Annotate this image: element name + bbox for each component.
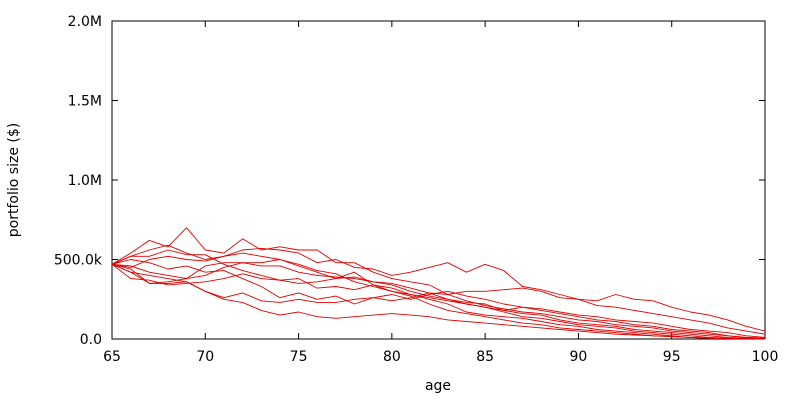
series-line-6 [111,259,766,340]
y-tick-label: 1.0M [68,173,102,189]
series-line-4 [111,263,766,339]
y-tick-label: 1.5M [68,94,102,110]
series-line-9 [111,252,766,340]
x-tick-label: 70 [196,349,214,365]
y-tick-label: 500.0k [54,253,103,269]
tick-labels: 65 70 75 80 85 90 95 100 0.0 500.0k 1.0M 1.5M 2.0M [54,14,779,365]
x-tick-label: 100 [752,349,779,365]
series-line-3 [111,259,766,338]
y-axis-label: portfolio size ($) [6,123,22,237]
axis-ticks [111,20,766,340]
x-tick-label: 80 [383,349,401,365]
x-tick-label: 65 [103,349,121,365]
series-line-7 [111,263,766,340]
plot-frame [111,20,766,340]
x-axis-label: age [425,378,451,394]
series-lines [111,227,766,340]
series-line-5 [111,262,766,339]
x-tick-label: 85 [476,349,494,365]
y-tick-label: 0.0 [80,332,102,348]
x-tick-label: 95 [663,349,681,365]
series-line-10 [111,263,766,340]
x-tick-label: 90 [570,349,588,365]
y-tick-label: 2.0M [68,14,102,30]
series-line-1 [111,227,766,332]
x-tick-label: 75 [290,349,308,365]
